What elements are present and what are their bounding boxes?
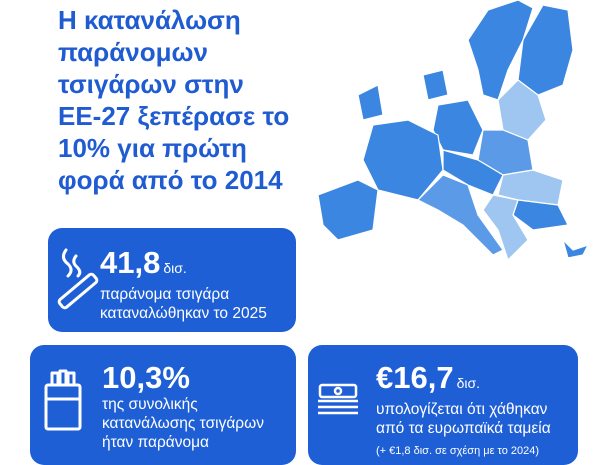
headline: Η κατανάλωση παράνομων τσιγάρων στην ΕΕ-…: [58, 4, 328, 196]
stat-card: 10,3% της συνολικής κατανάλωσης τσιγάρων…: [30, 345, 296, 465]
stat-text: καταναλώθηκαν το 2025: [100, 305, 267, 322]
stat-value: 41,8: [100, 245, 161, 280]
headline-line: φορά από το 2014: [58, 165, 283, 195]
stat-text: της συνολικής: [102, 396, 198, 413]
headline-line: παράνομων: [58, 37, 208, 67]
headline-line: Η κατανάλωση: [58, 5, 241, 35]
page: {"title_lines": ["Η κατανάλωση", "παράνο…: [30, 0, 589, 465]
headline-line: 10% για πρώτη: [58, 133, 247, 163]
stat-text: από τα ευρωπαϊκά ταμεία: [376, 420, 551, 437]
stat-unit: δισ.: [456, 375, 481, 391]
stat-text: παράνομα τσιγάρα: [100, 286, 230, 303]
stat-value: €16,7: [376, 360, 454, 395]
stat-text: ήταν παράνομα: [102, 434, 210, 451]
stat-unit: δισ.: [163, 260, 187, 276]
stat-card: €16,7 δισ. υπολογίζεται ότι χάθηκαν από τ…: [308, 345, 578, 465]
stat-card: 41,8 δισ. παράνομα τσιγάρα καταναλώθηκαν …: [48, 228, 296, 332]
stat-value: 10,3%: [102, 360, 190, 395]
pack-icon: [44, 369, 82, 431]
stat-note: (+ €1,8 δισ. σε σχέση με το 2024): [376, 445, 540, 457]
cigarette-icon: [57, 248, 99, 310]
headline-line: τσιγάρων στην: [58, 69, 244, 99]
stat-text: κατανάλωσης τσιγάρων: [102, 415, 264, 432]
europe-map: [318, 0, 589, 261]
stat-text: υπολογίζεται ότι χάθηκαν: [376, 401, 548, 418]
money-icon: [318, 383, 358, 415]
headline-line: ΕΕ-27 ξεπέρασε το: [58, 101, 290, 131]
